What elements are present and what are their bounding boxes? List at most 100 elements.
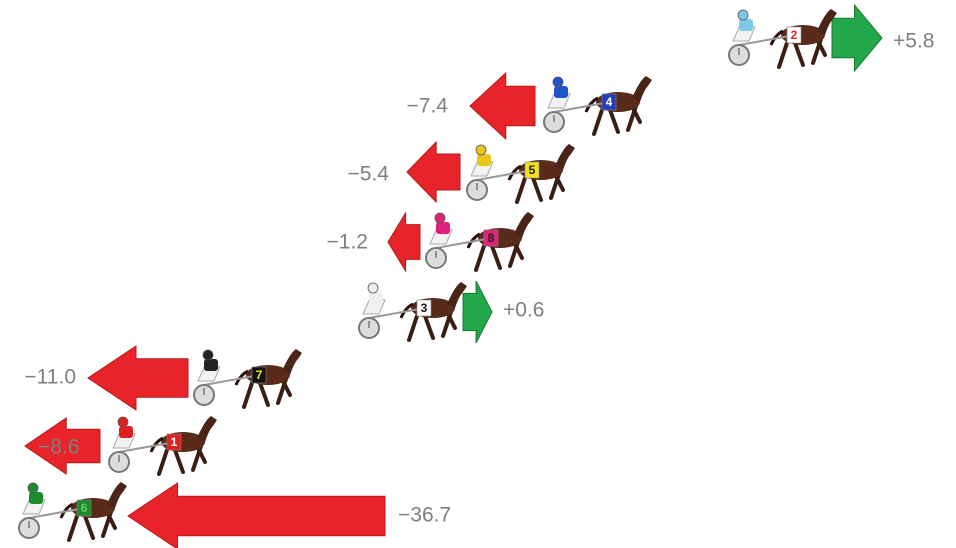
horse-number: 1 <box>171 435 178 449</box>
change-label: −7.4 <box>407 95 449 118</box>
leg <box>777 41 789 69</box>
change-label: +5.8 <box>893 30 934 53</box>
driver-helmet <box>27 482 39 494</box>
leg <box>531 176 543 202</box>
driver-helmet <box>202 349 214 361</box>
horse-number: 2 <box>791 28 798 42</box>
shaft <box>476 169 534 181</box>
driver-helmet <box>117 416 129 428</box>
arrow <box>387 211 421 273</box>
shaft <box>435 237 493 249</box>
tail <box>466 232 481 249</box>
tail <box>769 29 784 46</box>
leg <box>276 377 288 405</box>
change-label: −1.2 <box>327 231 368 254</box>
shaft <box>368 307 426 319</box>
shaft <box>738 34 796 46</box>
change-label: −8.6 <box>38 436 79 459</box>
tail <box>234 369 249 386</box>
driver-helmet <box>434 212 446 224</box>
horse-number: 7 <box>256 368 263 382</box>
leg <box>101 510 113 538</box>
driver-jacket <box>739 19 753 31</box>
horse-neck <box>555 144 575 170</box>
leg <box>490 244 502 270</box>
leg <box>157 448 169 476</box>
leg <box>83 514 95 540</box>
leg <box>242 381 254 409</box>
horse-number: 6 <box>81 501 88 515</box>
shaft <box>28 507 86 519</box>
horse-neck <box>514 212 534 238</box>
arrow <box>24 417 101 475</box>
horse: 8 <box>425 212 534 272</box>
leg <box>515 176 527 204</box>
arrow <box>462 280 493 344</box>
saddle-cloth <box>601 93 617 111</box>
shaft <box>118 441 176 453</box>
leg <box>474 244 486 272</box>
leg <box>407 314 419 342</box>
horse-neck <box>817 9 837 35</box>
driver-jacket <box>204 359 218 371</box>
saddle-cloth <box>251 366 267 384</box>
horse: 2 <box>728 9 837 69</box>
shaft <box>203 374 261 386</box>
change-label: −5.4 <box>348 163 390 186</box>
saddle-cloth <box>416 299 432 317</box>
arrow <box>87 345 189 411</box>
horse-number: 4 <box>606 95 613 109</box>
driver-helmet <box>475 144 487 156</box>
leg <box>549 172 561 200</box>
leg <box>441 310 453 338</box>
horse: 3 <box>358 282 467 342</box>
horse: 6 <box>18 482 127 542</box>
shaft <box>553 101 611 113</box>
leg <box>626 104 638 132</box>
change-label: −36.7 <box>398 504 451 527</box>
horse: 7 <box>193 349 302 409</box>
horse-number: 3 <box>421 301 428 315</box>
driver-jacket <box>369 292 383 304</box>
saddle-cloth <box>166 433 182 451</box>
change-label: −11.0 <box>24 366 76 389</box>
driver-jacket <box>554 86 568 98</box>
leg <box>608 108 620 134</box>
saddle-cloth <box>483 229 499 247</box>
leg <box>258 381 270 407</box>
arrow <box>831 3 883 73</box>
tail <box>507 164 522 181</box>
arrow <box>127 482 386 548</box>
horse-number: 8 <box>488 231 495 245</box>
horse-neck <box>197 416 217 442</box>
arrow <box>469 71 536 141</box>
tail <box>399 302 414 319</box>
tail <box>584 96 599 113</box>
driver-jacket <box>477 154 491 166</box>
driver-helmet <box>367 282 379 294</box>
leg <box>811 37 823 65</box>
arrow <box>406 140 461 204</box>
saddle-cloth <box>786 26 802 44</box>
leg <box>793 41 805 67</box>
saddle-cloth <box>76 499 92 517</box>
horse-neck <box>447 282 467 308</box>
driver-jacket <box>436 222 450 234</box>
driver-helmet <box>737 9 749 21</box>
change-label: +0.6 <box>503 299 544 322</box>
horse-neck <box>107 482 127 508</box>
horse: 4 <box>543 76 652 136</box>
leg <box>173 448 185 474</box>
tail <box>149 436 164 453</box>
leg <box>592 108 604 136</box>
leg <box>423 314 435 340</box>
driver-jacket <box>119 426 133 438</box>
tail <box>59 502 74 519</box>
driver-jacket <box>29 492 43 504</box>
horse: 1 <box>108 416 217 476</box>
horse: 5 <box>466 144 575 204</box>
horse-neck <box>632 76 652 102</box>
horse-number: 5 <box>529 163 536 177</box>
